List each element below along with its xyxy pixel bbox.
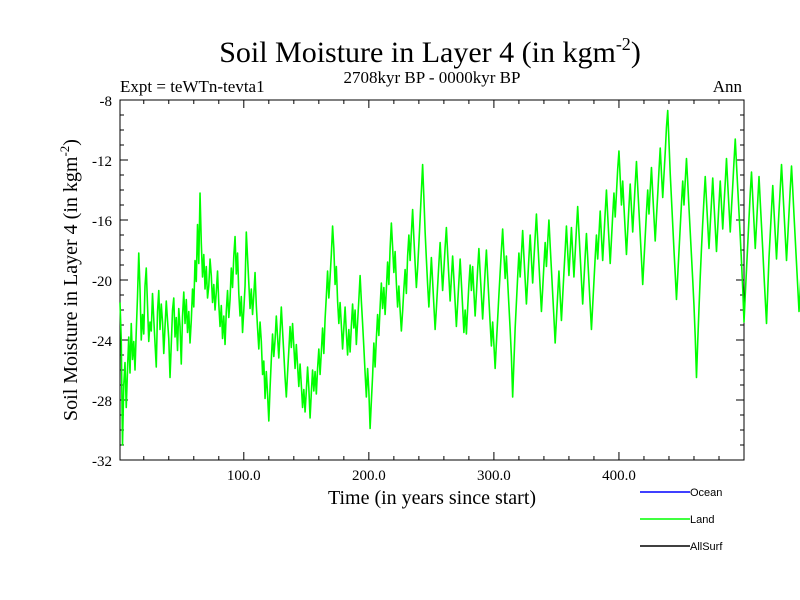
experiment-label: Expt = teWTn-tevta1 [120,77,265,96]
x-axis-label: Time (in years since start) [328,487,536,509]
chart-title: Soil Moisture in Layer 4 (in kgm-2) [219,34,641,69]
legend: Ocean Land AllSurf [640,487,723,553]
x-tick-label: 200.0 [352,468,386,484]
y-tick-label: -32 [92,454,112,470]
x-tick-label: 100.0 [227,468,261,484]
y-tick-label: -20 [92,274,112,290]
y-axis-label-superscript: -2 [57,146,72,157]
legend-label: Ocean [690,487,722,499]
legend-label: AllSurf [690,541,723,553]
y-tick-label: -28 [92,394,112,410]
chart-title-superscript: -2 [616,34,631,54]
series-line-land [119,109,800,446]
chart-title-close: ) [631,36,641,69]
y-tick-label: -8 [100,94,113,110]
y-tick-label: -24 [92,334,112,350]
chart-title-text: Soil Moisture in Layer 4 (in kgm [219,36,616,69]
y-tick-label: -12 [92,154,112,170]
period-label: Ann [713,77,743,96]
x-axis-ticks: 100.0 200.0 300.0 400.0 [143,100,720,484]
legend-label: Land [690,514,714,526]
y-axis-label-text: Soil Moisture in Layer 4 (in kgm [60,156,82,421]
y-axis-ticks: -32 -28 -24 -20 -16 -12 -8 [92,94,744,470]
y-axis-label-close: ) [60,139,82,146]
y-tick-label: -16 [92,214,112,230]
x-tick-label: 300.0 [477,468,511,484]
y-axis-label: Soil Moisture in Layer 4 (in kgm-2) [57,139,82,421]
chart-subtitle: 2708kyr BP - 0000kyr BP [344,68,521,87]
x-tick-label: 400.0 [602,468,636,484]
